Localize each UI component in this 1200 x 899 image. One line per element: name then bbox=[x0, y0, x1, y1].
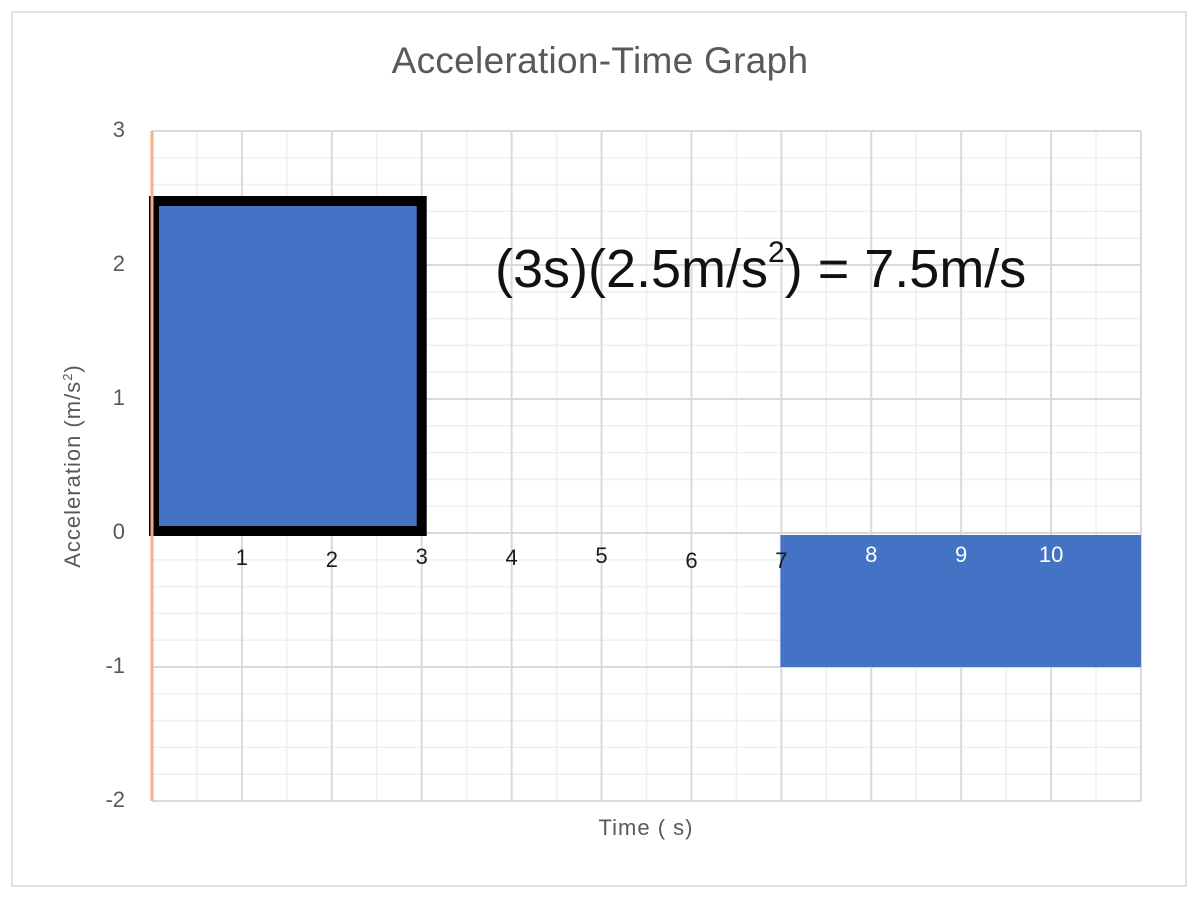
area-calculation-annotation: (3s)(2.5m/s2) = 7.5m/s bbox=[495, 236, 1027, 300]
x-tick-label: 6 bbox=[685, 548, 698, 573]
x-tick-label: 3 bbox=[415, 544, 428, 569]
y-tick-label: 2 bbox=[112, 251, 125, 276]
x-tick-label: 9 bbox=[955, 542, 968, 567]
y-tick-label: 1 bbox=[112, 385, 125, 410]
x-tick-label: 10 bbox=[1038, 542, 1064, 567]
x-tick-label: 8 bbox=[865, 542, 878, 567]
y-axis-title-superscript: 2 bbox=[59, 372, 75, 381]
annotation-text-start: (3s)(2.5m/s bbox=[495, 239, 769, 299]
y-axis-title-text: Acceleration (m/s bbox=[60, 380, 86, 568]
x-axis-title: Time ( s) bbox=[598, 815, 694, 840]
positive-acceleration-region bbox=[149, 196, 427, 536]
y-tick-label: 3 bbox=[112, 117, 125, 142]
chart-title: Acceleration-Time Graph bbox=[391, 40, 809, 81]
x-tick-label: 5 bbox=[595, 543, 608, 568]
y-tick-label: 0 bbox=[112, 519, 125, 544]
y-tick-label: -2 bbox=[105, 787, 125, 812]
negative-acceleration-region bbox=[780, 535, 1141, 667]
x-tick-label: 4 bbox=[505, 545, 518, 570]
x-tick-label: 7 bbox=[775, 548, 788, 573]
y-tick-label: -1 bbox=[105, 653, 125, 678]
annotation-superscript: 2 bbox=[768, 236, 785, 269]
y-axis-title-close: ) bbox=[60, 364, 86, 373]
y-axis-title: Acceleration (m/s2) bbox=[60, 364, 86, 568]
annotation-text-end: ) = 7.5m/s bbox=[784, 239, 1027, 299]
x-tick-label: 1 bbox=[235, 545, 249, 570]
x-tick-label: 2 bbox=[325, 547, 338, 572]
